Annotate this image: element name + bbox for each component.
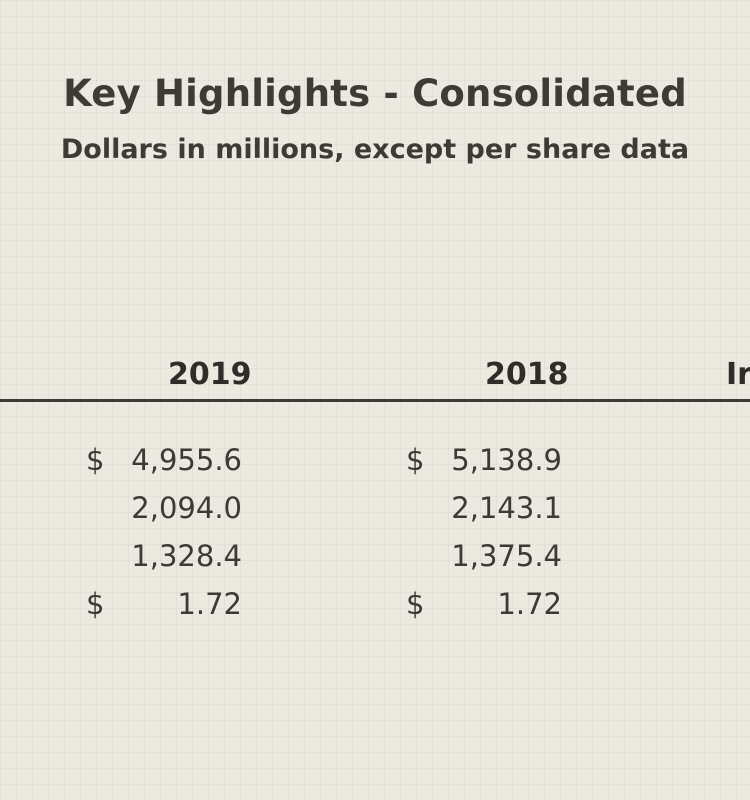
table-cell-2018: 1.72 — [497, 587, 562, 621]
column-header-2018: 2018 — [485, 357, 569, 392]
table-cell-2019: 1.72 — [177, 587, 242, 621]
column-header-2019: 2019 — [168, 357, 252, 392]
currency-symbol: $ — [86, 587, 105, 621]
column-header-truncated: Ir — [726, 357, 750, 392]
slide-title: Key Highlights - Consolidated — [63, 72, 687, 115]
currency-symbol: $ — [406, 587, 425, 621]
header-divider — [0, 399, 750, 402]
currency-symbol: $ — [86, 443, 105, 477]
slide-subtitle: Dollars in millions, except per share da… — [60, 134, 690, 165]
table-cell-2018: 1,375.4 — [451, 539, 562, 573]
currency-symbol: $ — [406, 443, 425, 477]
table-cell-2019: 2,094.0 — [131, 491, 242, 525]
table-cell-2018: 5,138.9 — [451, 443, 562, 477]
table-cell-2018: 2,143.1 — [451, 491, 562, 525]
table-cell-2019: 1,328.4 — [131, 539, 242, 573]
table-cell-2019: 4,955.6 — [131, 443, 242, 477]
